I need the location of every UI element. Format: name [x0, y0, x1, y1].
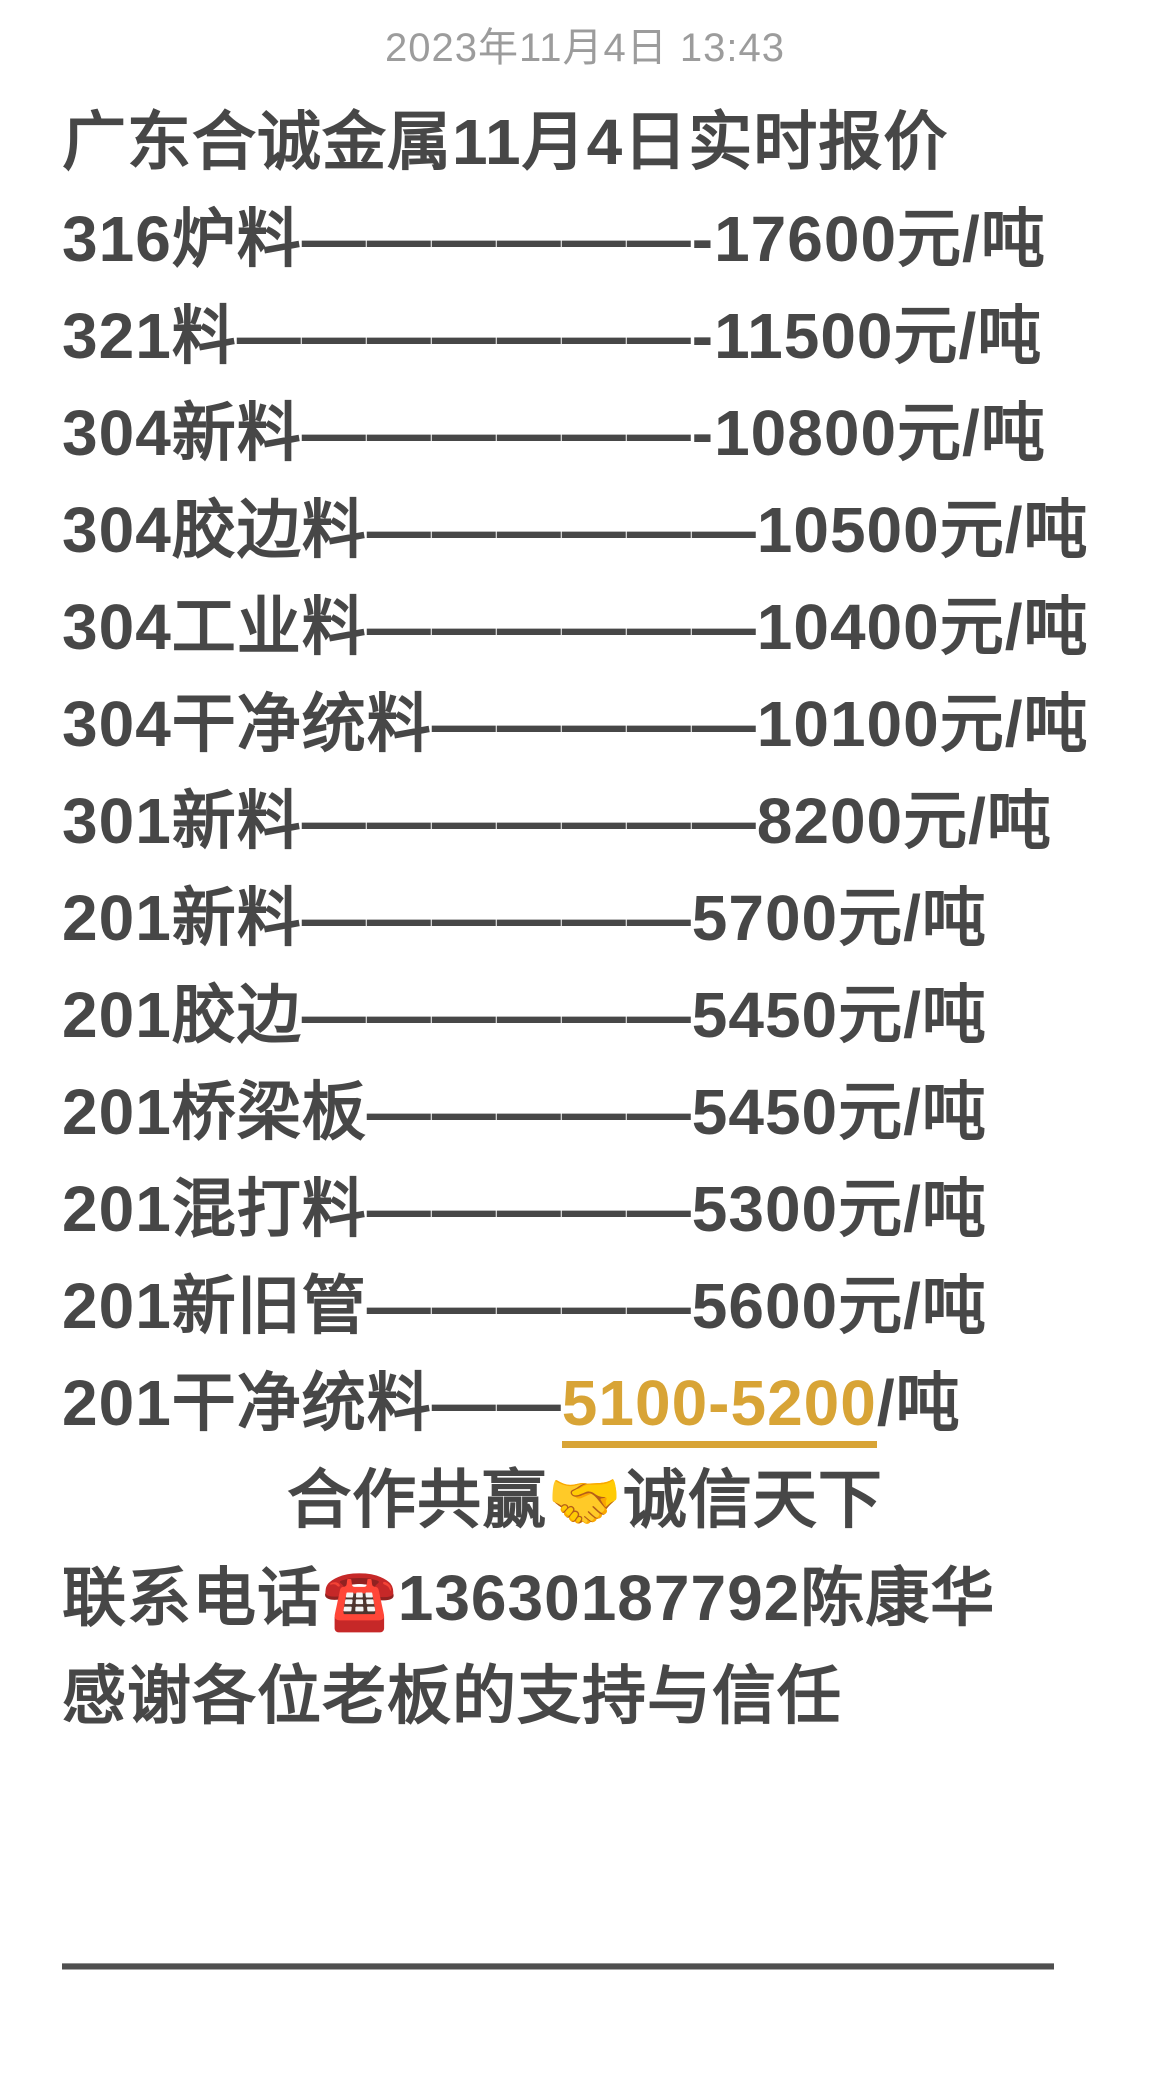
price-line-316-furnace: 316炉料——————-17600元/吨 — [62, 203, 1046, 275]
price-line-304-glue-edge: 304胶边料——————10500元/吨 — [62, 494, 1089, 566]
contact-person-name: 陈康华 — [800, 1562, 996, 1634]
contact-line: 联系电话☎️13630187792陈康华 — [62, 1550, 1108, 1648]
price-line-201-glue-edge: 201胶边——————5450元/吨 — [62, 979, 987, 1051]
price-line-prefix: 201干净统料—— — [62, 1367, 562, 1439]
cooperation-prefix: 合作共赢 — [287, 1464, 548, 1536]
price-line-304-new: 304新料——————-10800元/吨 — [62, 397, 1046, 469]
telephone-icon: ☎️ — [322, 1566, 398, 1633]
handshake-icon: 🤝 — [547, 1468, 623, 1535]
price-line-201-clean-mixed: 201干净统料——5100-5200/吨 — [62, 1355, 1108, 1452]
cooperation-suffix: 诚信天下 — [622, 1464, 883, 1536]
quote-title: 广东合诚金属11月4日实时报价 — [62, 106, 949, 178]
contact-phone-number[interactable]: 13630187792 — [397, 1562, 801, 1634]
price-line-304-clean-mixed: 304干净统料—————10100元/吨 — [62, 688, 1089, 760]
price-line-suffix: /吨 — [876, 1367, 961, 1439]
price-range-link[interactable]: 5100-5200 — [561, 1367, 877, 1448]
price-quote-message: 广东合诚金属11月4日实时报价 316炉料——————-17600元/吨 321… — [0, 94, 1170, 1745]
message-timestamp: 2023年11月4日 13:43 — [385, 26, 785, 70]
price-line-201-mixed: 201混打料—————5300元/吨 — [62, 1173, 987, 1245]
cooperation-line: 合作共赢🤝诚信天下 — [62, 1452, 1108, 1550]
bottom-divider: ———————————————— — [62, 1943, 1054, 1983]
price-line-321: 321料———————-11500元/吨 — [62, 300, 1043, 372]
price-line-301-new: 301新料———————8200元/吨 — [62, 785, 1052, 857]
price-line-201-bridge-plate: 201桥梁板—————5450元/吨 — [62, 1076, 987, 1148]
price-line-201-new: 201新料——————5700元/吨 — [62, 882, 987, 954]
thanks-line: 感谢各位老板的支持与信任 — [62, 1660, 842, 1732]
price-line-304-industrial: 304工业料——————10400元/吨 — [62, 591, 1089, 663]
contact-label: 联系电话 — [62, 1562, 322, 1634]
price-line-201-pipes: 201新旧管—————5600元/吨 — [62, 1270, 987, 1342]
